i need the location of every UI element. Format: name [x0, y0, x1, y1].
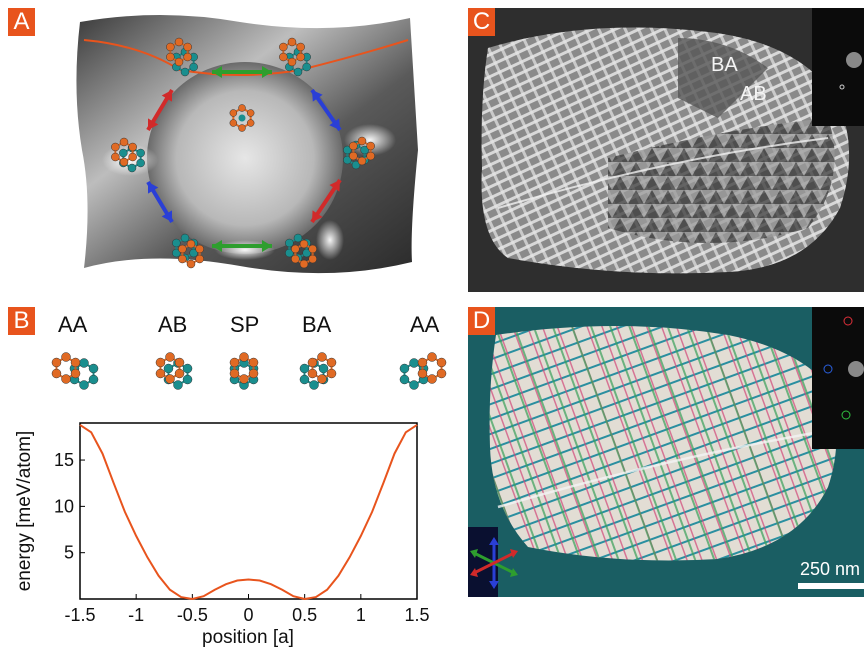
panel-a: A [0, 0, 460, 300]
green-arrow-top [212, 66, 272, 78]
energy-chart: -1.5 -1 -0.5 0 0.5 1 1.5 5 10 15 energy [meV/ato… [14, 422, 430, 648]
top-layer-atoms [417, 352, 447, 384]
panel-b: B [0, 300, 460, 648]
bottom-layer-atoms [69, 358, 99, 390]
x-tick-label: 1.5 [404, 605, 429, 625]
blue-arrow-left [146, 180, 174, 224]
stacking-label-sp: SP [230, 312, 260, 337]
stacking-structure-1 [155, 352, 193, 390]
top-layer-atoms [349, 136, 375, 166]
plot-frame [79, 422, 418, 600]
top-layer-atoms [291, 239, 317, 269]
panel-c: BA AB C [468, 8, 864, 292]
top-layer-atoms [111, 137, 137, 167]
stacking-label-aa-left: AA [58, 312, 88, 337]
top-layer-atoms [307, 352, 337, 384]
top-layer-atoms [279, 37, 305, 67]
stacking-structure-2 [229, 352, 259, 390]
green-arrow-bottom [212, 240, 272, 252]
panel-a-tag: A [8, 8, 35, 36]
series-line [79, 424, 418, 601]
blue-arrow-right [310, 88, 342, 132]
top-layer-atoms [178, 239, 204, 269]
stacking-label-aa-right: AA [410, 312, 440, 337]
x-tick-label: 0.5 [292, 605, 317, 625]
direction-arrows-icon [470, 537, 518, 589]
top-layer-atoms [51, 352, 81, 384]
y-tick-label: 5 [64, 543, 74, 563]
x-tick-label: 1 [356, 605, 366, 625]
stacking-structure-4 [399, 352, 447, 390]
color-dark-field-image: 250 nm [468, 307, 864, 597]
stacking-label-ba: BA [302, 312, 332, 337]
potential-surface-illustration [76, 15, 418, 274]
stacking-structure-0 [51, 352, 99, 390]
center-ring-atoms [229, 104, 255, 132]
top-layer-atoms [166, 37, 192, 67]
y-axis-label: energy [meV/atom] [14, 431, 35, 592]
x-tick-label: -1 [128, 605, 144, 625]
y-tick-label: 10 [54, 496, 74, 516]
red-arrow-right [310, 178, 342, 224]
top-layer-atoms [155, 352, 185, 384]
diffraction-inset-d [812, 307, 864, 449]
panel-d: 250 nm D [468, 307, 864, 597]
y-tick-label: 15 [54, 450, 74, 470]
scale-bar [798, 583, 864, 589]
x-axis-label: position [a] [202, 627, 294, 648]
red-arrow-left [146, 88, 174, 132]
top-layer-atoms [229, 352, 259, 384]
domain-label-ab: AB [740, 83, 767, 105]
dark-field-tem-image: BA AB [468, 8, 864, 292]
scale-bar-label: 250 nm [800, 559, 860, 579]
x-tick-label: 0 [243, 605, 253, 625]
domain-label-ba: BA [711, 54, 738, 76]
panel-d-tag: D [468, 307, 495, 335]
panel-c-tag: C [468, 8, 495, 36]
x-tick-label: -1.5 [64, 605, 95, 625]
panel-b-tag: B [8, 307, 35, 335]
stacking-label-ab: AB [158, 312, 188, 337]
potential-well [147, 62, 343, 254]
x-tick-label: -0.5 [177, 605, 208, 625]
stacking-structure-3 [299, 352, 337, 390]
energy-profile-line [83, 39, 409, 76]
stacking-structures [51, 352, 447, 390]
